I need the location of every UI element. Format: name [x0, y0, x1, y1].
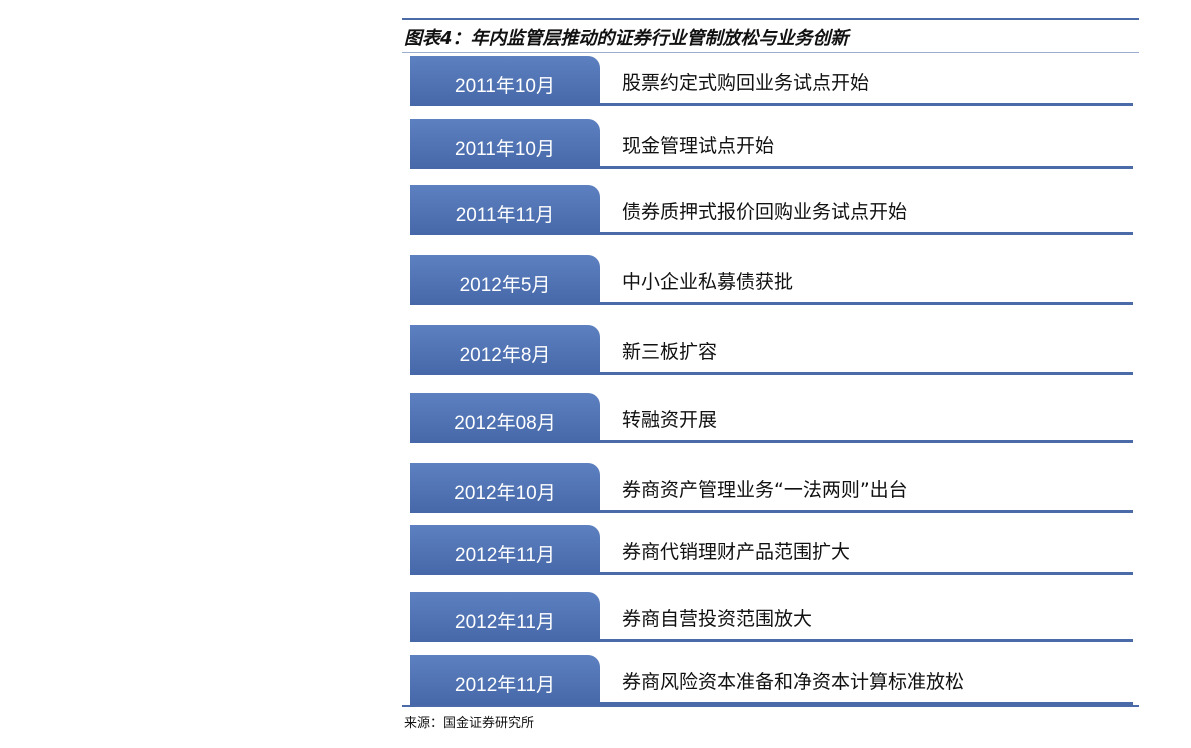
date-tab: 2012年11月	[410, 525, 600, 575]
timeline-row: 2011年10月 现金管理试点开始	[410, 119, 1133, 169]
row-underline	[410, 372, 1133, 375]
title: 图表4：年内监管层推动的证券行业管制放松与业务创新	[404, 28, 849, 49]
event-text: 券商资产管理业务“一法两则”出台	[622, 479, 908, 501]
bottom-rule	[402, 705, 1139, 707]
row-underline	[410, 572, 1133, 575]
row-underline	[410, 510, 1133, 513]
timeline-row: 2012年10月 券商资产管理业务“一法两则”出台	[410, 463, 1133, 513]
date-tab: 2012年8月	[410, 325, 600, 375]
event-text: 债券质押式报价回购业务试点开始	[622, 201, 908, 223]
row-underline	[410, 440, 1133, 443]
timeline-row: 2012年11月 券商自营投资范围放大	[410, 592, 1133, 642]
date-tab: 2012年10月	[410, 463, 600, 513]
event-text: 转融资开展	[622, 409, 718, 431]
row-underline	[410, 702, 1133, 705]
event-text: 现金管理试点开始	[622, 135, 775, 157]
event-text: 中小企业私募债获批	[622, 271, 794, 293]
event-text: 新三板扩容	[622, 341, 718, 363]
date-tab: 2011年10月	[410, 56, 600, 106]
event-text: 股票约定式购回业务试点开始	[622, 72, 870, 94]
date-tab: 2011年10月	[410, 119, 600, 169]
date-tab: 2012年11月	[410, 592, 600, 642]
row-underline	[410, 103, 1133, 106]
row-underline	[410, 302, 1133, 305]
timeline-row: 2012年08月 转融资开展	[410, 393, 1133, 443]
timeline-row: 2012年11月 券商代销理财产品范围扩大	[410, 525, 1133, 575]
date-tab: 2012年11月	[410, 655, 600, 705]
row-underline	[410, 639, 1133, 642]
row-underline	[410, 166, 1133, 169]
row-underline	[410, 232, 1133, 235]
date-tab: 2011年11月	[410, 185, 600, 235]
event-text: 券商代销理财产品范围扩大	[622, 541, 851, 563]
timeline-row: 2011年11月 债券质押式报价回购业务试点开始	[410, 185, 1133, 235]
timeline-row: 2011年10月 股票约定式购回业务试点开始	[410, 56, 1133, 106]
top-rule	[402, 18, 1139, 20]
timeline-row: 2012年5月 中小企业私募债获批	[410, 255, 1133, 305]
date-tab: 2012年5月	[410, 255, 600, 305]
event-text: 券商自营投资范围放大	[622, 608, 813, 630]
title-rule	[402, 52, 1139, 53]
source: 来源：国金证券研究所	[404, 716, 535, 731]
timeline-row: 2012年8月 新三板扩容	[410, 325, 1133, 375]
event-text: 券商风险资本准备和净资本计算标准放松	[622, 671, 965, 693]
date-tab: 2012年08月	[410, 393, 600, 443]
timeline-row: 2012年11月 券商风险资本准备和净资本计算标准放松	[410, 655, 1133, 705]
